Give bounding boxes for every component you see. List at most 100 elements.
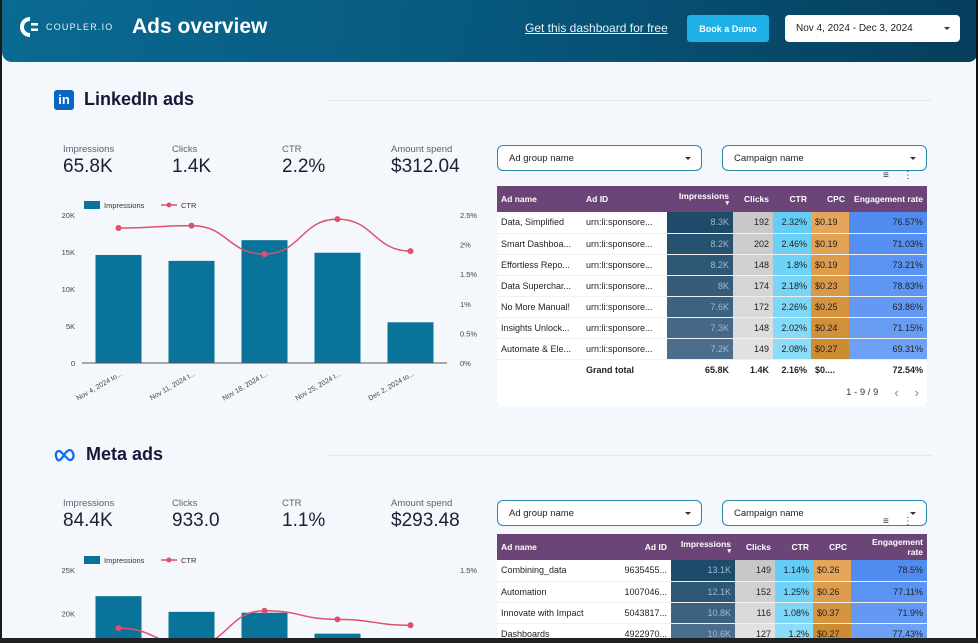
next-page-icon[interactable]: › bbox=[914, 385, 919, 400]
table-cell: 5043817... bbox=[615, 602, 671, 624]
linkedin-campaign-filter[interactable]: Campaign name bbox=[722, 145, 927, 171]
get-dashboard-link[interactable]: Get this dashboard for free bbox=[525, 21, 668, 35]
table-cell: 1007046... bbox=[615, 581, 671, 603]
ctr-point bbox=[407, 622, 414, 629]
more-options-icon[interactable]: ⋮ bbox=[902, 170, 913, 181]
table-cell: 78.83% bbox=[849, 275, 927, 297]
column-header[interactable]: Ad name bbox=[497, 186, 582, 212]
table-cell: 4922970... bbox=[615, 623, 671, 638]
kpi-value: 65.8K bbox=[63, 156, 113, 177]
column-header[interactable]: Impressions ▾ bbox=[667, 186, 733, 212]
table-cell: Automate & Ele... bbox=[497, 338, 582, 360]
table-cell: 78.5% bbox=[851, 560, 927, 582]
table-row[interactable]: Combining_data 9635455... 13.1K 149 1.14% $0.… bbox=[497, 560, 927, 582]
page-title: Ads overview bbox=[132, 15, 268, 38]
table-cell: 71.9% bbox=[851, 602, 927, 624]
column-header[interactable]: Ad ID bbox=[615, 534, 671, 560]
table-cell: $0.19 bbox=[811, 254, 849, 276]
table-cell: 12.1K bbox=[671, 581, 735, 603]
column-header[interactable]: CPC bbox=[811, 186, 849, 212]
kpi-ctr: CTR 2.2% bbox=[282, 144, 325, 178]
meta-title-text: Meta ads bbox=[86, 444, 164, 464]
kpi-label: Amount spend bbox=[391, 498, 453, 509]
table-row[interactable]: No More Manual! urn:li:sponsore... 7.6K 172… bbox=[497, 296, 927, 318]
column-header[interactable]: Engagement rate bbox=[849, 186, 927, 212]
table-cell: urn:li:sponsore... bbox=[582, 212, 667, 234]
column-header[interactable]: Ad ID bbox=[582, 186, 667, 212]
prev-page-icon[interactable]: ‹ bbox=[894, 385, 899, 400]
kpi-value: 1.4K bbox=[172, 156, 212, 177]
table-cell: 174 bbox=[733, 275, 773, 297]
legend-label: Impressions bbox=[104, 201, 145, 210]
kpi-impressions: Impressions 65.8K bbox=[63, 144, 114, 178]
kpi-impressions: Impressions 84.4K bbox=[63, 498, 114, 532]
kpi-label: CTR bbox=[282, 498, 302, 509]
filter-label: Campaign name bbox=[734, 507, 804, 519]
x-tick-label: Dec 2, 2024 to... bbox=[368, 371, 416, 403]
linkedin-chart: Impressions CTR 0 5K 10K 15K 20K 0% 0.5% 1% 1.5% 2%… bbox=[42, 195, 492, 415]
table-cell: 2.26% bbox=[773, 296, 811, 318]
ctr-point bbox=[261, 607, 268, 614]
table-row[interactable]: Data, Simplified urn:li:sponsore... 8.3K 19… bbox=[497, 212, 927, 234]
table-cell: 1.25% bbox=[775, 581, 813, 603]
table-cell: $0.19 bbox=[811, 212, 849, 234]
meta-campaign-filter[interactable]: Campaign name bbox=[722, 500, 927, 526]
column-header[interactable]: Clicks bbox=[735, 534, 775, 560]
meta-icon bbox=[54, 448, 75, 461]
total-cell: 1.4K bbox=[749, 365, 769, 376]
table-header-row: Ad name Ad ID Impressions ▾ Clicks CTR CPC Enga… bbox=[497, 534, 927, 560]
meta-ad-group-filter[interactable]: Ad group name bbox=[497, 500, 702, 526]
linkedin-ad-group-filter[interactable]: Ad group name bbox=[497, 145, 702, 171]
table-row[interactable]: Automation 1007046... 12.1K 152 1.25% $0.26 77… bbox=[497, 581, 927, 603]
ctr-point bbox=[115, 625, 122, 632]
kpi-label: Amount spend bbox=[391, 144, 453, 155]
date-range-picker[interactable]: Nov 4, 2024 - Dec 3, 2024 bbox=[785, 15, 960, 42]
legend-marker-ctr bbox=[166, 202, 172, 208]
table-cell: $0.25 bbox=[811, 296, 849, 318]
table-cell: 172 bbox=[733, 296, 773, 318]
table-row[interactable]: Dashboards 4922970... 10.6K 127 1.2% $0.27 77.… bbox=[497, 623, 927, 638]
column-header[interactable]: Ad name bbox=[497, 534, 615, 560]
legend-swatch-impressions bbox=[84, 201, 100, 209]
table-cell: $0.27 bbox=[811, 338, 849, 360]
linkedin-section-title: in LinkedIn ads bbox=[54, 89, 194, 110]
more-options-icon[interactable]: ⋮ bbox=[902, 516, 913, 527]
brand-name: COUPLER.IO bbox=[46, 22, 114, 32]
bar-impressions bbox=[95, 254, 142, 363]
table-row[interactable]: Effortless Repo... urn:li:sponsore... 8.2K… bbox=[497, 254, 927, 276]
kpi-value: 84.4K bbox=[63, 510, 113, 531]
table-cell: 149 bbox=[733, 338, 773, 360]
table-cell: Insights Unlock... bbox=[497, 317, 582, 339]
ctr-point bbox=[261, 251, 268, 258]
column-header[interactable]: Clicks bbox=[733, 186, 773, 212]
filter-icon[interactable]: ≡ bbox=[883, 516, 889, 527]
table-cell: 76.57% bbox=[849, 212, 927, 234]
table-row[interactable]: Insights Unlock... urn:li:sponsore... 7.3K… bbox=[497, 317, 927, 339]
kpi-value: 1.1% bbox=[282, 510, 326, 531]
table-cell: 127 bbox=[735, 623, 775, 638]
filter-label: Campaign name bbox=[734, 152, 804, 164]
y-right-tick: 2% bbox=[460, 241, 471, 250]
section-divider bbox=[327, 100, 932, 101]
column-header[interactable]: CTR bbox=[773, 186, 811, 212]
legend-label: Impressions bbox=[104, 556, 145, 565]
bar-impressions bbox=[314, 633, 361, 638]
table-row[interactable]: Automate & Ele... urn:li:sponsore... 7.2K 1… bbox=[497, 338, 927, 360]
column-header[interactable]: Impressions ▾ bbox=[671, 534, 735, 560]
ctr-point bbox=[334, 216, 341, 223]
column-header[interactable]: Engagement rate bbox=[851, 534, 927, 560]
table-row[interactable]: Smart Dashboa... urn:li:sponsore... 8.2K 20… bbox=[497, 233, 927, 255]
kpi-clicks: Clicks 933.0 bbox=[172, 498, 220, 532]
chevron-down-icon bbox=[910, 512, 916, 515]
column-header[interactable]: CPC bbox=[813, 534, 851, 560]
table-row[interactable]: Data Superchar... urn:li:sponsore... 8K 174… bbox=[497, 275, 927, 297]
table-cell: 2.46% bbox=[773, 233, 811, 255]
bar-impressions bbox=[95, 596, 142, 638]
filter-label: Ad group name bbox=[509, 152, 574, 164]
table-row[interactable]: Innovate with Impact 5043817... 10.8K 116 1.… bbox=[497, 602, 927, 624]
filter-icon[interactable]: ≡ bbox=[883, 170, 889, 181]
coupler-logo[interactable]: COUPLER.IO bbox=[20, 17, 114, 37]
column-header[interactable]: CTR bbox=[775, 534, 813, 560]
book-demo-button[interactable]: Book a Demo bbox=[687, 15, 769, 42]
table-cell: 71.15% bbox=[849, 317, 927, 339]
